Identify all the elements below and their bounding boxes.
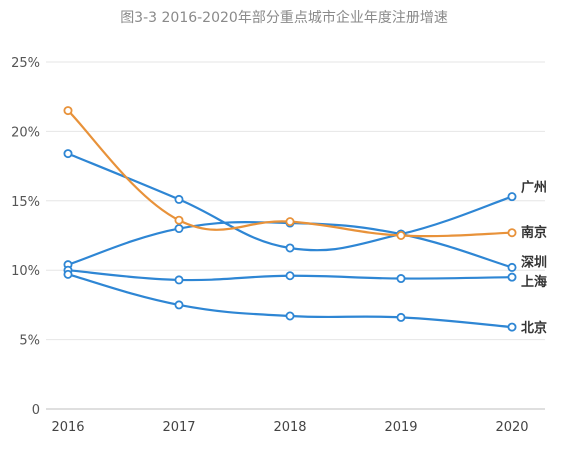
data-point	[396, 274, 406, 284]
x-tick-label: 2017	[162, 420, 195, 435]
series-label: 南京	[521, 225, 547, 241]
data-point	[174, 215, 184, 225]
x-tick-label: 2018	[273, 420, 306, 435]
y-tick-label: 0	[32, 403, 40, 418]
series-line	[66, 109, 514, 238]
chart-title: 图3-3 2016-2020年部分重点城市企业年度注册增速	[120, 9, 448, 26]
data-point	[285, 217, 295, 227]
data-point	[174, 224, 184, 234]
x-tick-label: 2016	[51, 420, 84, 435]
series-label: 北京	[521, 320, 547, 336]
y-axis-ticks: 0 5% 10% 15% 20% 25%	[11, 56, 40, 418]
x-axis-ticks: 2016 2017 2018 2019 2020	[51, 420, 528, 435]
data-point	[396, 312, 406, 322]
y-tick-label: 25%	[11, 56, 40, 71]
data-point	[174, 194, 184, 204]
series-label: 广州	[521, 180, 547, 196]
data-point	[174, 300, 184, 310]
x-tick-label: 2019	[384, 420, 417, 435]
data-point	[507, 228, 517, 238]
data-point	[285, 271, 295, 281]
y-tick-label: 15%	[11, 195, 40, 210]
y-tick-label: 20%	[11, 125, 40, 140]
data-point	[507, 272, 517, 282]
data-points	[63, 106, 517, 332]
data-point	[507, 262, 517, 272]
y-tick-label: 10%	[11, 264, 40, 279]
series-label: 深圳	[521, 254, 547, 270]
data-point	[396, 230, 406, 240]
data-point	[63, 106, 73, 116]
data-point	[174, 275, 184, 285]
data-point	[507, 192, 517, 202]
x-tick-label: 2020	[495, 420, 528, 435]
data-point	[285, 311, 295, 321]
data-point	[63, 149, 73, 159]
grid-lines	[46, 61, 545, 410]
y-tick-label: 5%	[19, 334, 40, 349]
data-point	[507, 322, 517, 332]
series-label: 上海	[521, 274, 547, 290]
data-point	[285, 243, 295, 253]
data-point	[63, 269, 73, 279]
